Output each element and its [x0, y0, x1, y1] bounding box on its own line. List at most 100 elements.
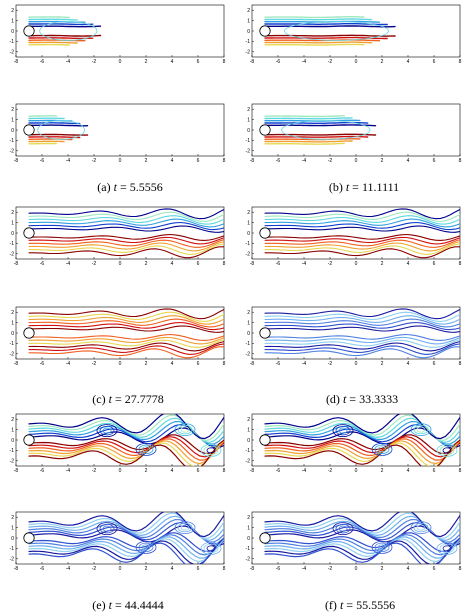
y-tick-label: 1: [247, 220, 250, 226]
y-tick-label: 0: [247, 331, 250, 337]
x-tick-label: -6: [40, 261, 45, 267]
x-tick-label: 8: [223, 59, 226, 65]
y-tick-label: 2: [11, 417, 14, 423]
y-tick-label: 1: [247, 525, 250, 531]
x-tick-label: 8: [459, 59, 462, 65]
x-tick-label: 8: [223, 158, 226, 164]
y-tick-label: 2: [11, 210, 14, 216]
x-tick-label: 6: [197, 361, 200, 367]
x-tick-label: 0: [119, 361, 122, 367]
x-tick-label: -6: [276, 566, 281, 572]
x-tick-label: 6: [433, 261, 436, 267]
contour-panel: -8 -6 -4 -2 0 2 4 6 8 2 1 0 -1 -2: [246, 511, 462, 572]
y-tick-label: 0: [247, 29, 250, 35]
y-tick-label: 1: [11, 320, 14, 326]
y-tick-label: -1: [246, 448, 251, 454]
contour-panel: -8 -6 -4 -2 0 2 4 6 8 2 1 0 -1 -2: [10, 103, 226, 164]
y-tick-label: 0: [11, 231, 14, 237]
caption-c: (c) t = 27.7778: [92, 392, 164, 406]
y-tick-label: -2: [246, 149, 251, 155]
y-tick-label: -2: [246, 252, 251, 258]
x-tick-label: 6: [197, 261, 200, 267]
y-tick-label: 1: [247, 117, 250, 123]
cylinder-obstacle: [23, 25, 35, 37]
contour-panel: -8 -6 -4 -2 0 2 4 6 8 2 1 0 -1 -2: [10, 4, 226, 65]
contour-panel: -8 -6 -4 -2 0 2 4 6 8 2 1 0 -1 -2: [246, 413, 462, 474]
axes-frame: [15, 413, 225, 467]
y-tick-label: -2: [10, 149, 15, 155]
x-tick-label: -2: [328, 566, 333, 572]
y-tick-label: 0: [247, 438, 250, 444]
y-tick-label: -2: [10, 557, 15, 563]
y-tick-label: 1: [11, 427, 14, 433]
x-tick-label: 6: [197, 59, 200, 65]
x-tick-label: -8: [14, 158, 19, 164]
x-tick-label: 2: [145, 59, 148, 65]
x-tick-label: -2: [92, 261, 97, 267]
y-tick-label: 1: [11, 117, 14, 123]
x-tick-label: -2: [92, 158, 97, 164]
y-tick-label: 0: [247, 231, 250, 237]
y-tick-label: 2: [11, 8, 14, 14]
y-tick-label: 0: [247, 536, 250, 542]
contour-panel: -8 -6 -4 -2 0 2 4 6 8 2 1 0 -1 -2: [10, 511, 226, 572]
caption-e: (e) t = 44.4444: [92, 598, 164, 612]
x-tick-label: 0: [355, 361, 358, 367]
cylinder-obstacle: [23, 227, 35, 239]
contour-panel: -8 -6 -4 -2 0 2 4 6 8 2 1 0 -1 -2: [10, 413, 226, 474]
y-tick-label: -1: [246, 241, 251, 247]
y-tick-label: -1: [10, 341, 15, 347]
x-tick-label: 0: [119, 158, 122, 164]
cylinder-obstacle: [259, 434, 271, 446]
x-tick-label: -8: [250, 468, 255, 474]
x-tick-label: 4: [171, 158, 174, 164]
x-tick-label: -4: [66, 361, 71, 367]
y-tick-label: -1: [10, 241, 15, 247]
y-tick-label: -2: [10, 352, 15, 358]
x-tick-label: -8: [14, 261, 19, 267]
x-tick-label: -2: [92, 566, 97, 572]
y-tick-label: 2: [247, 515, 250, 521]
axes-frame: [251, 511, 461, 565]
y-tick-label: 0: [11, 536, 14, 542]
x-tick-label: 4: [407, 59, 410, 65]
x-tick-label: 4: [407, 261, 410, 267]
y-tick-label: 1: [11, 525, 14, 531]
x-tick-label: 2: [381, 59, 384, 65]
x-tick-label: -6: [40, 468, 45, 474]
x-tick-label: -8: [250, 261, 255, 267]
x-tick-label: -6: [276, 361, 281, 367]
x-tick-label: 4: [171, 361, 174, 367]
x-tick-label: 4: [171, 261, 174, 267]
x-tick-label: -2: [328, 468, 333, 474]
contour-panel: -8 -6 -4 -2 0 2 4 6 8 2 1 0 -1 -2: [246, 4, 462, 65]
cylinder-obstacle: [259, 227, 271, 239]
y-tick-label: -1: [246, 546, 251, 552]
x-tick-label: 8: [459, 566, 462, 572]
x-tick-label: 2: [381, 158, 384, 164]
x-tick-label: -2: [328, 361, 333, 367]
x-tick-label: 2: [145, 158, 148, 164]
x-tick-label: -6: [40, 59, 45, 65]
y-tick-label: 2: [247, 210, 250, 216]
x-tick-label: 8: [223, 261, 226, 267]
x-tick-label: 4: [171, 59, 174, 65]
contour-panel: -8 -6 -4 -2 0 2 4 6 8 2 1 0 -1 -2: [246, 206, 462, 267]
x-tick-label: 4: [171, 566, 174, 572]
x-tick-label: -8: [250, 566, 255, 572]
x-tick-label: 8: [459, 468, 462, 474]
y-tick-label: -1: [246, 138, 251, 144]
axes-frame: [15, 103, 225, 157]
y-tick-label: -1: [246, 341, 251, 347]
x-tick-label: -8: [14, 361, 19, 367]
y-tick-label: -2: [246, 557, 251, 563]
y-tick-label: -1: [10, 448, 15, 454]
cylinder-obstacle: [23, 124, 35, 136]
x-tick-label: 2: [381, 468, 384, 474]
x-tick-label: -4: [302, 261, 307, 267]
x-tick-label: 2: [381, 261, 384, 267]
x-tick-label: 6: [433, 566, 436, 572]
x-tick-label: 6: [197, 468, 200, 474]
caption-b: (b) t = 11.1111: [328, 180, 400, 194]
